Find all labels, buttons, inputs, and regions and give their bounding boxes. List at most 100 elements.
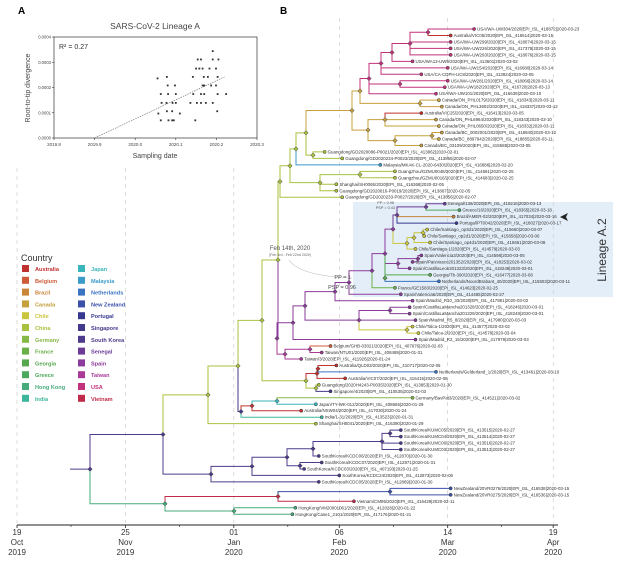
branch xyxy=(261,320,306,382)
tip-label: Chile/Santiago_op3d1/2020|EPI_ISL_415660… xyxy=(430,227,543,232)
tip-label: SouthKorea/KUMC04/2020|EPI_ISL_413514|20… xyxy=(404,434,516,439)
branch xyxy=(299,461,322,466)
branch xyxy=(334,291,413,302)
internal-node-diamond-icon xyxy=(274,335,280,341)
tip-node-circle-icon xyxy=(352,499,356,504)
internal-node-diamond-icon xyxy=(259,317,265,323)
tip-label: SouthKorea/KUMC03/2020|EPI_ISL_413513|20… xyxy=(404,447,516,452)
tip-node-circle-icon xyxy=(416,331,421,335)
data-point xyxy=(215,67,217,70)
lineage-a2-label: Lineage A.2 xyxy=(595,218,609,282)
internal-node-diamond-icon xyxy=(231,508,237,514)
branch xyxy=(289,148,296,166)
tip-label: Chile/Talca-2/2020|EPI_ISL_414578|2020-0… xyxy=(421,331,516,336)
internal-node-diamond-icon xyxy=(314,370,320,377)
tip-node-circle-icon xyxy=(393,285,397,290)
x-tick-label: 2019.9 xyxy=(88,142,102,147)
tip-label: Australia/VIC07/2020|EPI_ISL_416415|2020… xyxy=(348,376,448,381)
branch xyxy=(380,63,422,75)
branch xyxy=(351,110,368,131)
branch xyxy=(371,270,395,289)
tip-node-circle-icon xyxy=(407,311,412,316)
internal-node-diamond-icon xyxy=(425,29,431,35)
branch xyxy=(210,474,319,483)
tip-label: Chile/Talca-1/2020|EPI_ISL_414577|2020-0… xyxy=(416,324,511,329)
axis-tick-day: 19 xyxy=(549,528,558,537)
tip-label: USA/WA-UW293/2020|EPI_ISL_418076|2020-03… xyxy=(454,52,557,57)
branch xyxy=(399,83,445,88)
tip-labels: USA/WA-UW304/2020|EPI_ISL_418872|2020-03… xyxy=(295,27,579,517)
branch xyxy=(164,495,278,504)
tip-label: Spain/Madrid_R5_8/2020|EPI_ISL_417980|20… xyxy=(418,318,526,323)
branch xyxy=(389,310,410,315)
internal-node-diamond-icon xyxy=(287,163,293,169)
branch xyxy=(261,259,278,321)
panel-label-b: B xyxy=(280,6,287,17)
tip-node-circle-icon xyxy=(457,208,462,213)
legend-swatch xyxy=(78,312,85,320)
legend-swatch xyxy=(22,300,29,308)
internal-node-diamond-icon xyxy=(249,403,255,409)
tip-label: Chile/Santiago-1/2020|EPI_ISL_414579|202… xyxy=(418,246,520,251)
tip-node-circle-icon xyxy=(398,292,403,297)
tip-node-circle-icon xyxy=(410,324,415,329)
tip-node-circle-icon xyxy=(398,441,403,445)
tip-label: Netherlands/Gelderland_1/2020|EPI_ISL_41… xyxy=(439,369,560,374)
data-point xyxy=(201,84,204,87)
internal-node-diamond-icon xyxy=(382,275,388,281)
branch xyxy=(380,51,392,64)
tip-label: SouthKorea/KUMC05/2020|EPI_ISL_413515|20… xyxy=(404,428,516,433)
data-point xyxy=(171,102,174,104)
legend-swatch xyxy=(22,288,29,296)
legend-label: Senegal xyxy=(91,350,113,356)
y-tick-label: 0.0002 xyxy=(38,85,51,90)
branch xyxy=(371,253,385,271)
data-point xyxy=(203,84,206,87)
tip-node-circle-icon xyxy=(448,53,453,57)
data-point xyxy=(198,67,201,70)
branch xyxy=(358,309,390,321)
tip-label: Guangdong/GD2020234-P0023/2020|EPI_ISL_4… xyxy=(345,156,476,161)
legend-swatch xyxy=(78,359,85,367)
data-point xyxy=(174,93,177,95)
internal-node-diamond-icon xyxy=(205,392,211,398)
tip-label: HongKong/Case1_2101/2020|EPI_ISL_417176|… xyxy=(295,512,411,517)
x-tick-label: 2019.8 xyxy=(47,142,61,147)
tip-node-circle-icon xyxy=(290,512,295,517)
branch xyxy=(399,80,448,84)
branch xyxy=(389,487,451,492)
tip-label: France/GE1583/2020|EPI_ISL_414623|2020-0… xyxy=(398,285,498,290)
branch xyxy=(348,270,372,283)
internal-node-diamond-icon xyxy=(378,60,384,66)
legend-swatch xyxy=(22,335,29,343)
internal-node-diamond-icon xyxy=(275,257,281,263)
axis-tick-month: Feb xyxy=(332,538,346,547)
data-point xyxy=(210,84,213,87)
branch xyxy=(351,90,360,111)
legend-label: Singapore xyxy=(91,326,118,332)
axis-tick-day: 01 xyxy=(229,528,238,537)
legend-label: Portugal xyxy=(91,314,114,320)
tip-node-circle-icon xyxy=(319,460,324,465)
tip-node-circle-icon xyxy=(448,46,453,51)
branch xyxy=(389,491,451,496)
branch xyxy=(381,441,401,451)
data-point xyxy=(167,119,170,122)
tip-node-circle-icon xyxy=(322,150,327,154)
branch xyxy=(367,130,395,142)
tip-label: Canada/ON_PHL6964/2020|EPI_ISL_418343|20… xyxy=(439,117,552,122)
legend-label: Spain xyxy=(91,361,107,367)
y-axis-label: Root-to-tip divergence xyxy=(25,53,32,122)
data-point xyxy=(211,102,214,104)
tip-node-circle-icon xyxy=(299,357,304,361)
tip-label: Portugal/PT0042/2020|EPI_ISL_418027|2020… xyxy=(460,221,562,226)
branch xyxy=(419,103,442,108)
branch xyxy=(427,28,475,33)
tip-label: Spain/PaisVasco201352/2020|EPI_ISL_41825… xyxy=(416,259,533,264)
branch xyxy=(162,394,208,435)
tip-label: Shanghai/SH0065/2020|EPI_ISL_416368|2020… xyxy=(339,182,444,187)
data-point xyxy=(165,75,168,78)
branch xyxy=(305,380,316,389)
legend-label: Taiwan xyxy=(91,373,110,379)
branch xyxy=(295,132,306,149)
